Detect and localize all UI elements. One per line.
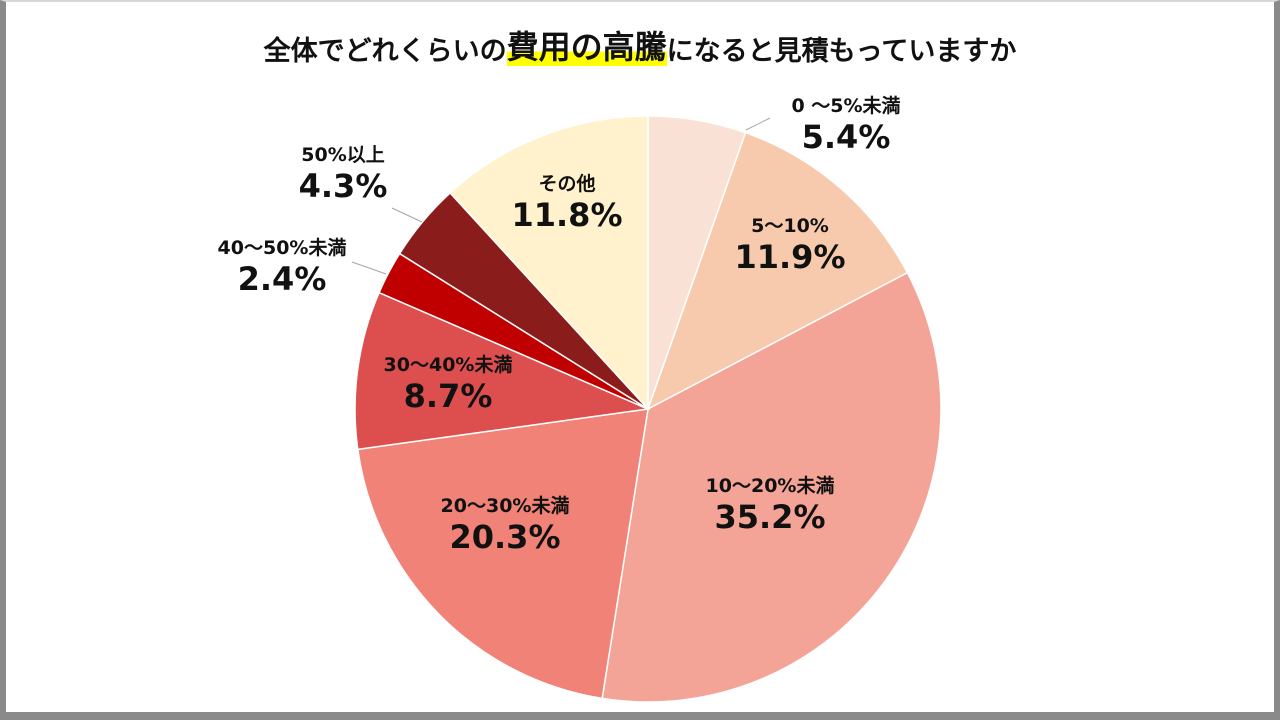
slice-value-label: 20.3%: [449, 518, 560, 556]
pie-slice: [646, 131, 909, 411]
slice-value-label: 5.4%: [802, 118, 891, 156]
slice-value-label: 11.9%: [734, 238, 845, 276]
slice-value-label: 2.4%: [238, 260, 327, 298]
chart-title: 全体でどれくらいの費用の高騰になると見積もっていますか: [0, 22, 1280, 68]
slice-value-label: 8.7%: [404, 377, 493, 415]
pie-slice: [601, 271, 942, 703]
pie-slice: [449, 115, 649, 411]
pie-slice: [356, 408, 649, 700]
slice-category-label: その他: [538, 172, 595, 195]
leader-line: [391, 207, 423, 223]
slice-value-label: 35.2%: [714, 498, 825, 536]
title-highlight: 費用の高騰: [506, 28, 667, 66]
pie-slice: [354, 291, 651, 451]
slice-category-label: 40～50%未満: [218, 236, 347, 259]
slice-value-label: 11.8%: [511, 196, 622, 234]
slice-category-label: 30～40%未満: [384, 353, 513, 376]
pie-slices: [354, 115, 942, 703]
slice-category-label: 20～30%未満: [441, 494, 570, 517]
title-suffix: になると見積もっていますか: [666, 36, 1017, 67]
slice-category-label: 0 ～5%未満: [791, 94, 900, 117]
leader-lines: [351, 117, 771, 275]
slice-category-label: 10～20%未満: [706, 474, 835, 497]
leader-line: [745, 117, 771, 131]
title-prefix: 全体でどれくらいの: [263, 36, 507, 67]
leader-line: [351, 261, 387, 275]
slice-category-label: 50%以上: [301, 144, 384, 166]
slice-category-label: 5～10%: [751, 215, 829, 237]
slice-value-label: 4.3%: [299, 167, 388, 205]
